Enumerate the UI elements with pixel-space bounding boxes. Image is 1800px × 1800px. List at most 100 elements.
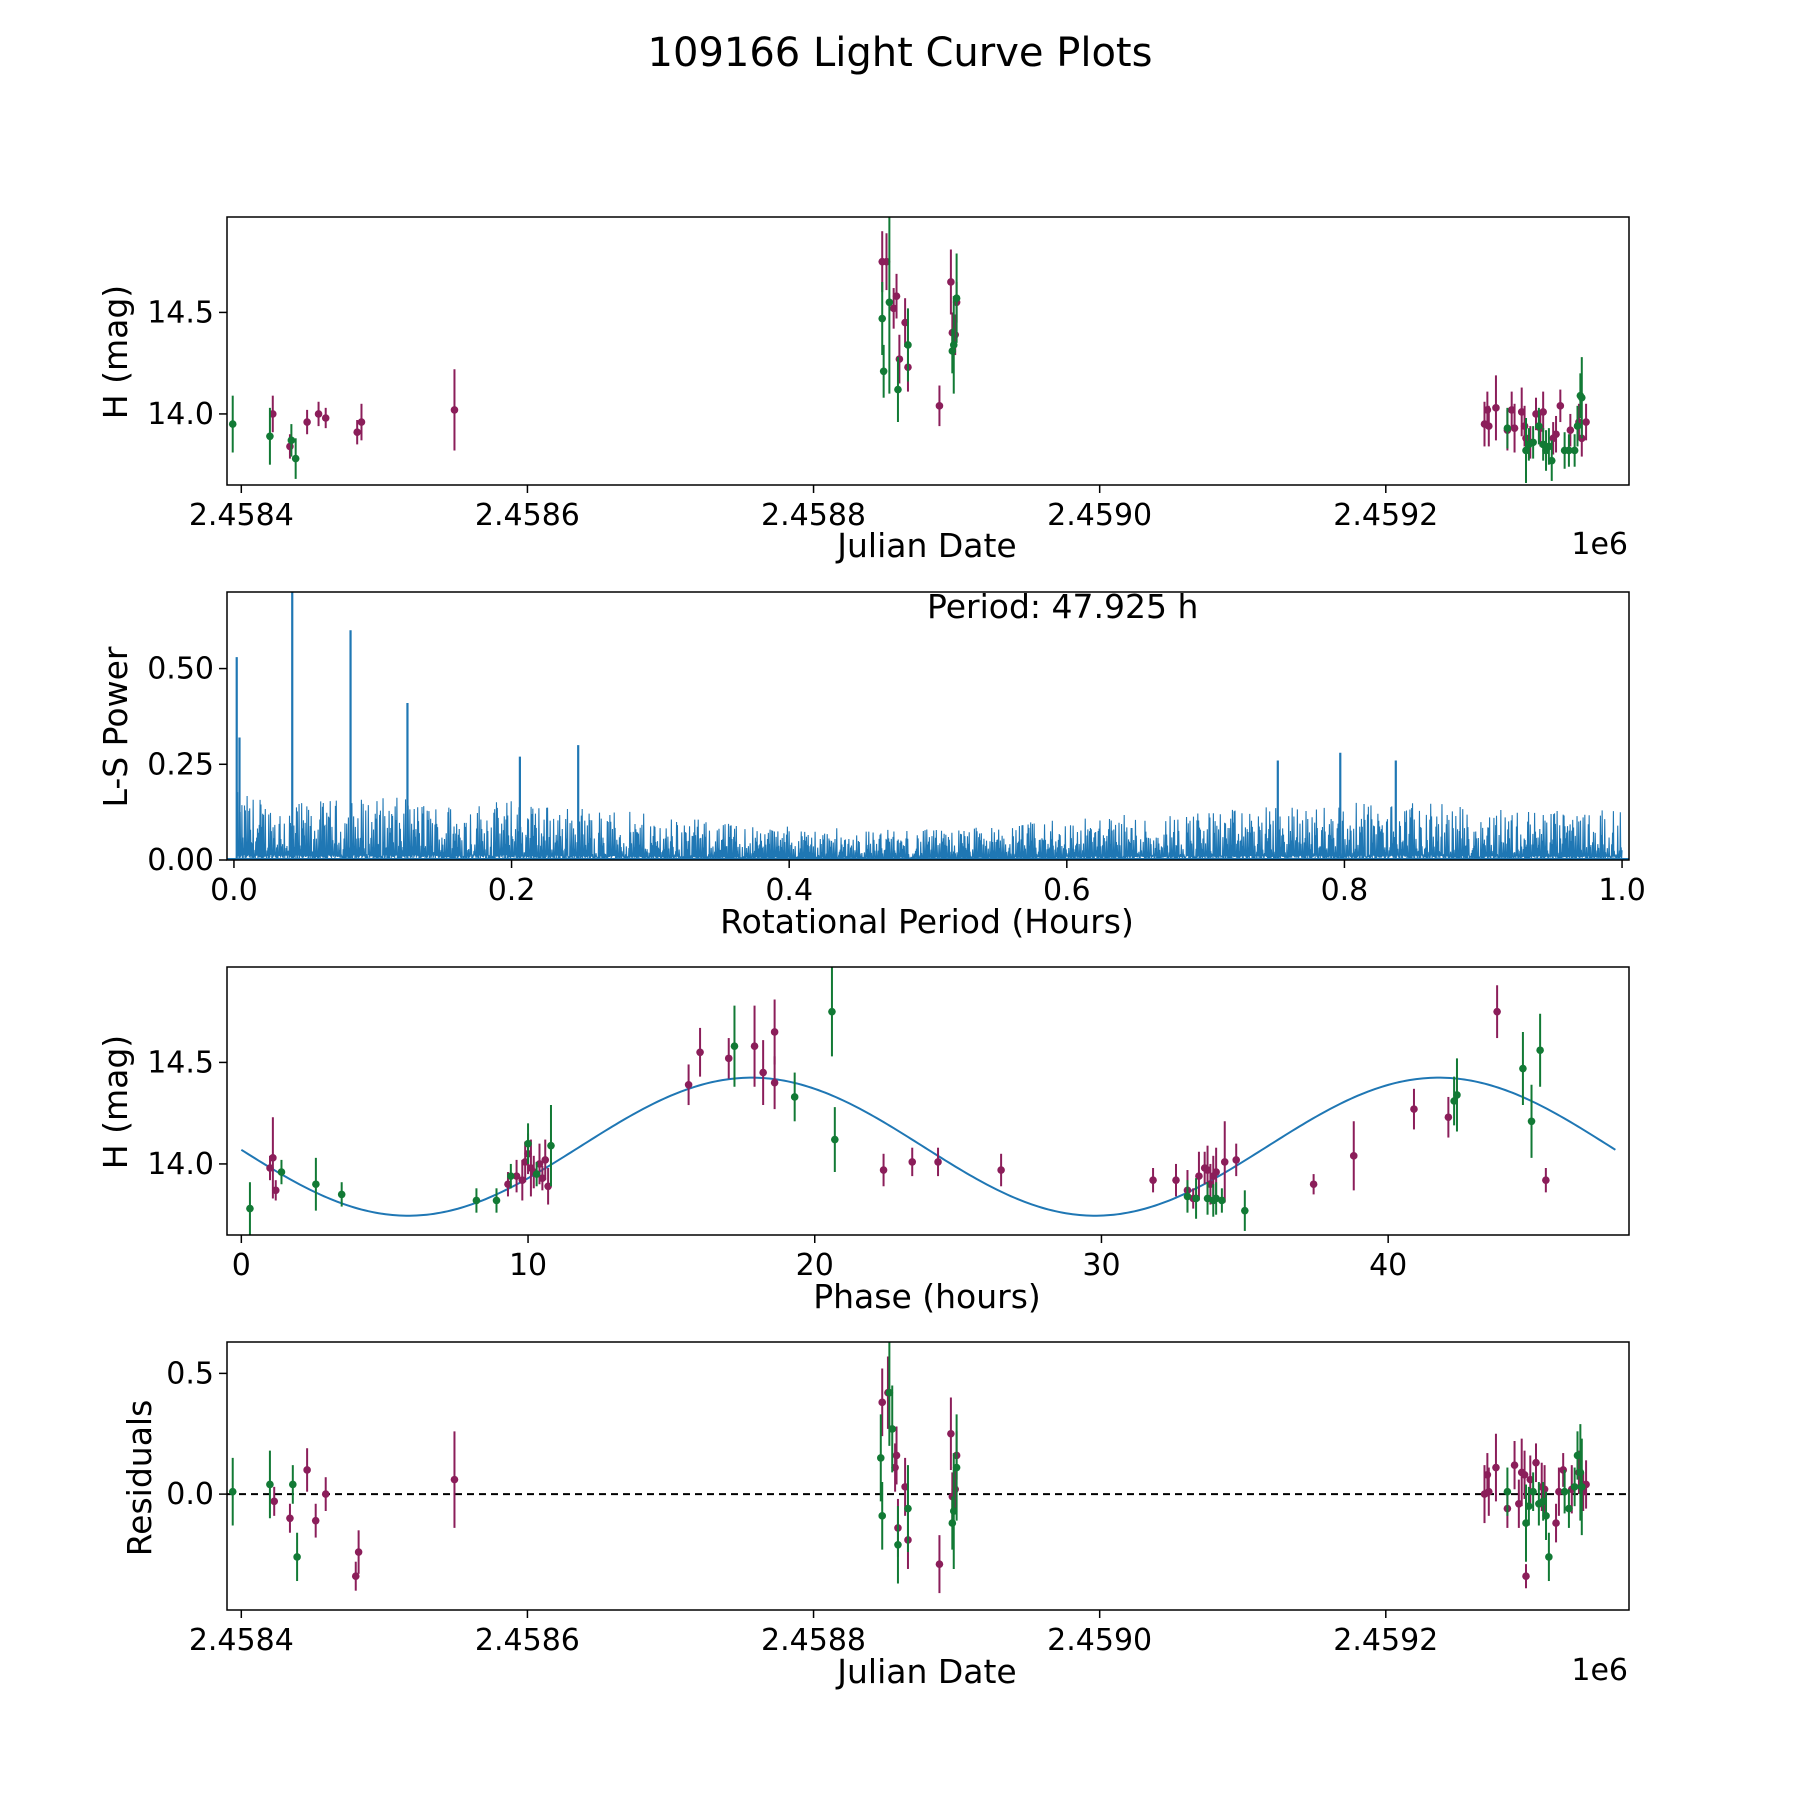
data-point	[1570, 446, 1579, 455]
x-tick-label: 2.4588	[761, 498, 866, 533]
data-point	[952, 1463, 961, 1472]
x-tick-label: 0	[232, 1248, 251, 1283]
x-tick-label: 0.0	[210, 873, 258, 908]
data-point	[1529, 438, 1537, 447]
data-point	[1529, 1487, 1537, 1496]
data-point	[270, 1497, 279, 1506]
data-point	[879, 367, 888, 376]
x-tick-label: 0.6	[1043, 873, 1091, 908]
data-point	[1195, 1172, 1203, 1180]
data-point	[1309, 1180, 1318, 1189]
data-point	[892, 292, 901, 300]
x-tick-label: 2.4592	[1333, 498, 1438, 533]
data-point	[266, 432, 274, 441]
data-point	[1485, 422, 1493, 430]
lightcurve-y-label: H (mag)	[96, 285, 135, 419]
series-filter-b	[228, 217, 1586, 483]
residuals-ticks: 2.4584 2.4586 2.4588 2.4590 2.4592 0.0 0.5	[166, 1356, 1438, 1658]
data-point	[450, 406, 459, 414]
y-tick-label: 0.00	[147, 843, 214, 878]
data-point	[1542, 1512, 1550, 1520]
phased-frame	[226, 966, 1630, 1236]
data-point	[892, 1451, 901, 1460]
phased-plot-area	[240, 967, 1616, 1235]
lightcurve-frame	[226, 216, 1630, 486]
panel-periodogram: 0.0 0.2 0.4 0.6 0.8 1.0 0.00 0.25 0.50 Period: 4…	[96, 587, 1646, 941]
x-tick-label: 0.8	[1321, 873, 1369, 908]
data-point	[790, 1093, 799, 1101]
data-point	[321, 414, 330, 422]
periodogram-line	[236, 792, 1623, 860]
x-tick-label: 2.4588	[761, 1623, 866, 1658]
periodogram-x-label: Rotational Period (Hours)	[720, 902, 1134, 941]
data-point	[696, 1048, 704, 1057]
data-point	[303, 1466, 311, 1474]
data-point	[289, 1480, 297, 1489]
data-point	[935, 402, 944, 410]
data-point	[353, 428, 361, 437]
x-tick-label: 1.0	[1598, 873, 1646, 908]
data-point	[730, 1042, 739, 1050]
panel-lightcurve: 2.4584 2.4586 2.4588 2.4590 2.4592 14.0 14.5 J…	[96, 216, 1630, 565]
y-tick-label: 0.25	[147, 747, 214, 782]
data-point	[1212, 1194, 1220, 1203]
data-point	[947, 278, 955, 286]
data-point	[1510, 424, 1519, 432]
data-point	[885, 298, 894, 307]
data-point	[1545, 1553, 1553, 1561]
data-point	[750, 1042, 759, 1050]
data-point	[895, 355, 904, 363]
data-point	[1577, 1483, 1586, 1491]
data-point	[228, 420, 237, 428]
data-point	[1218, 1196, 1226, 1205]
data-point	[1172, 1176, 1180, 1184]
data-point	[1552, 1519, 1560, 1527]
data-point	[1492, 404, 1500, 412]
data-point	[1532, 1458, 1540, 1467]
data-point	[1570, 1483, 1579, 1491]
data-point	[1232, 1156, 1241, 1164]
panel-residuals: 2.4584 2.4586 2.4588 2.4590 2.4592 0.0 0.5 Jul…	[120, 1341, 1630, 1691]
data-point	[934, 1158, 942, 1166]
data-point	[277, 1168, 286, 1176]
data-point	[311, 1516, 320, 1525]
data-point	[684, 1080, 693, 1089]
data-point	[1565, 446, 1573, 455]
x-tick-label: 30	[1082, 1248, 1120, 1283]
residuals-x-label: Julian Date	[835, 1652, 1017, 1691]
x-tick-label: 2.4592	[1333, 1623, 1438, 1658]
data-point	[541, 1156, 550, 1164]
fit-curve	[240, 1076, 1616, 1217]
data-point	[246, 1204, 254, 1213]
lightcurve-plot-area	[228, 217, 1590, 483]
lightcurve-offset-label: 1e6	[1571, 527, 1628, 562]
x-tick-label: 2.4586	[475, 1623, 580, 1658]
x-tick-label: 20	[796, 1248, 834, 1283]
x-tick-label: 0.4	[765, 873, 813, 908]
x-tick-label: 2.4584	[189, 498, 294, 533]
data-point	[450, 1475, 459, 1484]
periodogram-plot-area	[227, 592, 1629, 860]
lightcurve-x-label: Julian Date	[835, 526, 1017, 565]
data-point	[828, 1007, 836, 1016]
data-point	[1483, 406, 1492, 414]
phased-ticks: 0 10 20 30 40 14.0 14.5	[147, 1045, 1407, 1283]
x-tick-label: 40	[1369, 1248, 1407, 1283]
figure-title: 109166 Light Curve Plots	[648, 30, 1153, 76]
data-point	[1149, 1176, 1157, 1184]
data-point	[1522, 1572, 1530, 1580]
data-point	[1444, 1113, 1453, 1122]
data-point	[770, 1028, 779, 1036]
y-tick-label: 14.0	[147, 397, 214, 432]
series-filter-b	[246, 967, 1544, 1235]
data-point	[759, 1068, 767, 1077]
data-point	[770, 1078, 779, 1087]
data-point	[357, 418, 366, 426]
data-point	[303, 418, 311, 426]
data-point	[876, 1454, 885, 1462]
data-point	[1540, 1485, 1549, 1494]
data-point	[286, 1514, 294, 1523]
data-point	[1349, 1152, 1358, 1160]
residuals-offset-label: 1e6	[1571, 1653, 1628, 1688]
